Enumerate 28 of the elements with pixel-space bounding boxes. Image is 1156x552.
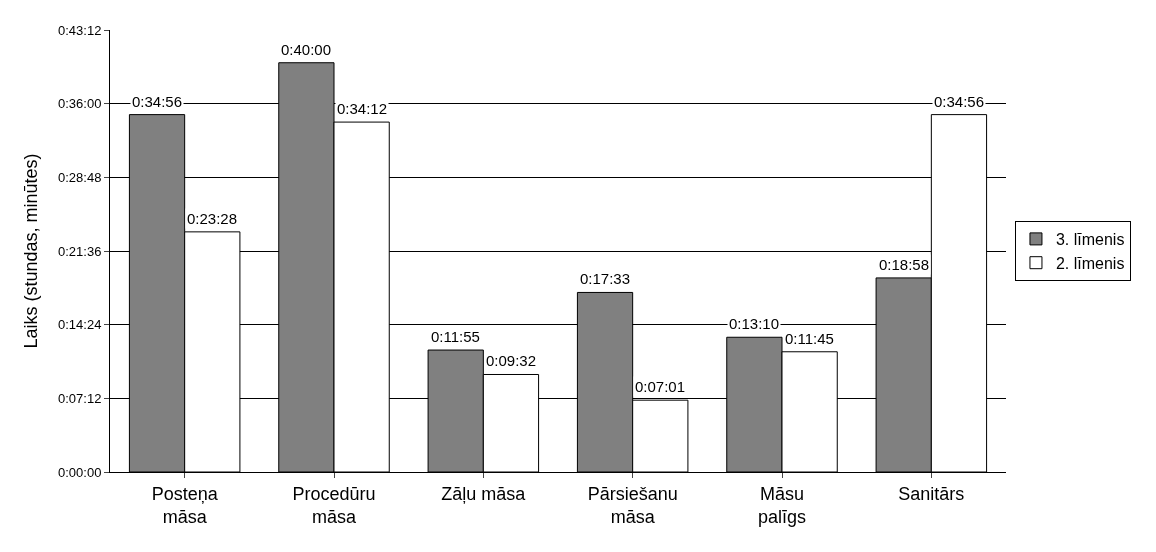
data-label: 0:09:32 [486, 352, 537, 369]
data-label: 0:17:33 [580, 270, 631, 287]
y-tick-label: 0:28:48 [58, 169, 102, 185]
y-tick-label: 0:07:12 [58, 390, 102, 406]
data-label: 0:23:28 [187, 210, 238, 227]
data-label: 0:34:56 [934, 93, 985, 110]
legend-label: 2. līmenis [1055, 254, 1125, 272]
data-label: 0:11:55 [431, 328, 480, 345]
x-tick-label: Māsu palīgs [757, 483, 807, 527]
x-tick-label: Sanitārs [898, 483, 965, 504]
x-tick-label: Procedūru māsa [292, 483, 376, 527]
y-axis-title: Laiks (stundas, minūtes) [21, 153, 42, 349]
data-label: 0:13:10 [729, 315, 780, 332]
data-label: 0:40:00 [281, 41, 332, 58]
x-tick-label: Pārsiešanu māsa [587, 483, 678, 527]
y-tick-label: 0:43:12 [58, 22, 102, 38]
x-tick-label: Zāļu māsa [441, 483, 527, 504]
legend-label: 3. līmenis [1055, 231, 1125, 249]
y-tick-label: 0:00:00 [58, 464, 102, 480]
data-label: 0:18:58 [879, 256, 930, 273]
data-label: 0:34:12 [337, 100, 388, 117]
data-label: 0:07:01 [635, 378, 686, 395]
data-label: 0:34:56 [132, 93, 183, 110]
y-tick-label: 0:21:36 [58, 243, 102, 259]
y-tick-label: 0:14:24 [58, 317, 102, 333]
x-tick-label: Posteņa māsa [151, 483, 219, 527]
y-tick-label: 0:36:00 [58, 96, 102, 112]
data-label: 0:11:45 [785, 330, 834, 347]
